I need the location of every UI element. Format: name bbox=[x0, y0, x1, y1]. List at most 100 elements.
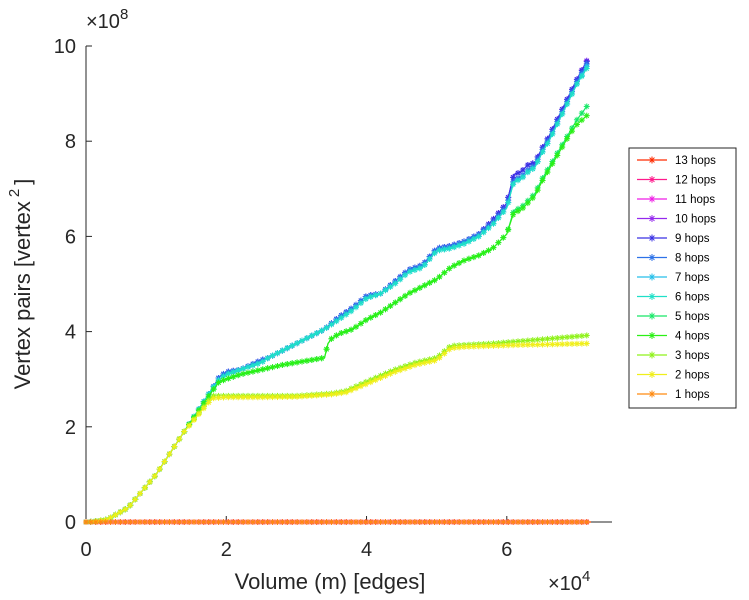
x-tick-label: 6 bbox=[501, 539, 512, 561]
data-point bbox=[323, 519, 330, 525]
data-point bbox=[397, 367, 404, 374]
data-point bbox=[505, 226, 512, 233]
legend-item: 6 hops bbox=[637, 292, 710, 304]
data-point bbox=[353, 385, 360, 392]
legend-label: 7 hops bbox=[675, 272, 710, 284]
data-point bbox=[648, 176, 656, 183]
data-point bbox=[583, 519, 590, 525]
data-point bbox=[480, 519, 487, 525]
data-point bbox=[220, 377, 227, 384]
data-point bbox=[362, 295, 369, 302]
data-point bbox=[465, 519, 472, 525]
y-tick-label: 10 bbox=[54, 36, 76, 58]
data-point bbox=[348, 326, 355, 333]
data-point bbox=[308, 392, 315, 399]
data-point bbox=[313, 330, 320, 337]
data-point bbox=[573, 121, 580, 128]
data-point bbox=[524, 162, 531, 168]
data-point bbox=[436, 273, 443, 280]
data-point bbox=[411, 266, 418, 273]
data-point bbox=[490, 244, 497, 251]
data-point bbox=[416, 360, 423, 367]
data-point bbox=[461, 257, 468, 264]
data-point bbox=[519, 205, 526, 212]
series-line bbox=[86, 62, 589, 523]
data-point bbox=[648, 332, 656, 339]
data-point bbox=[171, 443, 178, 450]
x-tick-label: 2 bbox=[221, 539, 232, 561]
data-point bbox=[421, 261, 428, 268]
data-point bbox=[480, 229, 487, 236]
data-point bbox=[274, 519, 281, 525]
x-axis-label: Volume (m) [edges] bbox=[235, 569, 426, 594]
data-point bbox=[387, 370, 394, 377]
series-line bbox=[86, 334, 588, 523]
data-point bbox=[382, 306, 389, 313]
data-point bbox=[421, 282, 428, 289]
legend-item: 9 hops bbox=[637, 233, 710, 245]
data-point bbox=[648, 390, 656, 398]
legend-item: 13 hops bbox=[637, 155, 716, 167]
data-point bbox=[397, 296, 404, 303]
data-point bbox=[225, 370, 232, 377]
data-point bbox=[161, 519, 168, 525]
tick-marks bbox=[85, 45, 508, 523]
data-point bbox=[470, 235, 477, 242]
data-point bbox=[402, 272, 409, 279]
data-point bbox=[249, 368, 256, 375]
data-point bbox=[559, 334, 566, 341]
data-point bbox=[451, 344, 458, 351]
legend-item: 2 hops bbox=[637, 370, 710, 382]
data-point bbox=[372, 312, 379, 319]
series-line bbox=[86, 342, 588, 523]
data-point bbox=[549, 131, 556, 138]
data-point bbox=[559, 111, 566, 118]
data-point bbox=[544, 169, 551, 176]
data-point bbox=[284, 345, 291, 352]
data-point bbox=[431, 277, 438, 284]
y-tick-label: 6 bbox=[65, 226, 76, 248]
data-point bbox=[569, 128, 576, 135]
data-point bbox=[524, 200, 531, 207]
y-tick-label: 4 bbox=[65, 322, 76, 344]
data-point bbox=[529, 165, 536, 172]
legend-item: 8 hops bbox=[637, 253, 710, 265]
data-point bbox=[564, 135, 571, 142]
data-point bbox=[235, 372, 242, 379]
legend-label: 9 hops bbox=[675, 233, 710, 245]
data-point bbox=[569, 91, 576, 98]
legend-box bbox=[628, 147, 737, 409]
data-point bbox=[353, 323, 360, 330]
data-point bbox=[529, 195, 536, 202]
data-point bbox=[564, 101, 571, 108]
data-point bbox=[524, 169, 531, 176]
data-point bbox=[328, 391, 335, 398]
data-point bbox=[436, 519, 443, 525]
legend-label: 3 hops bbox=[675, 350, 710, 362]
data-point bbox=[648, 156, 656, 164]
data-point bbox=[451, 262, 458, 269]
data-point bbox=[382, 372, 389, 379]
data-point bbox=[411, 362, 418, 369]
data-point bbox=[240, 370, 247, 377]
x-multiplier-base: ×10 bbox=[548, 573, 582, 595]
legend-item: 7 hops bbox=[637, 272, 710, 284]
data-point bbox=[377, 519, 384, 525]
data-point bbox=[156, 466, 163, 473]
data-point bbox=[338, 390, 345, 397]
data-point bbox=[254, 360, 261, 367]
series-line bbox=[86, 67, 589, 523]
data-point bbox=[446, 346, 453, 353]
data-point bbox=[235, 367, 242, 374]
data-point bbox=[259, 358, 266, 365]
data-point bbox=[500, 234, 507, 241]
data-point bbox=[328, 335, 335, 342]
data-point bbox=[465, 255, 472, 262]
data-point bbox=[648, 293, 656, 300]
data-point bbox=[357, 320, 364, 327]
data-point bbox=[451, 244, 458, 251]
data-point bbox=[249, 362, 256, 369]
legend-item: 4 hops bbox=[637, 331, 710, 343]
data-point bbox=[299, 393, 306, 400]
data-point bbox=[549, 160, 556, 167]
